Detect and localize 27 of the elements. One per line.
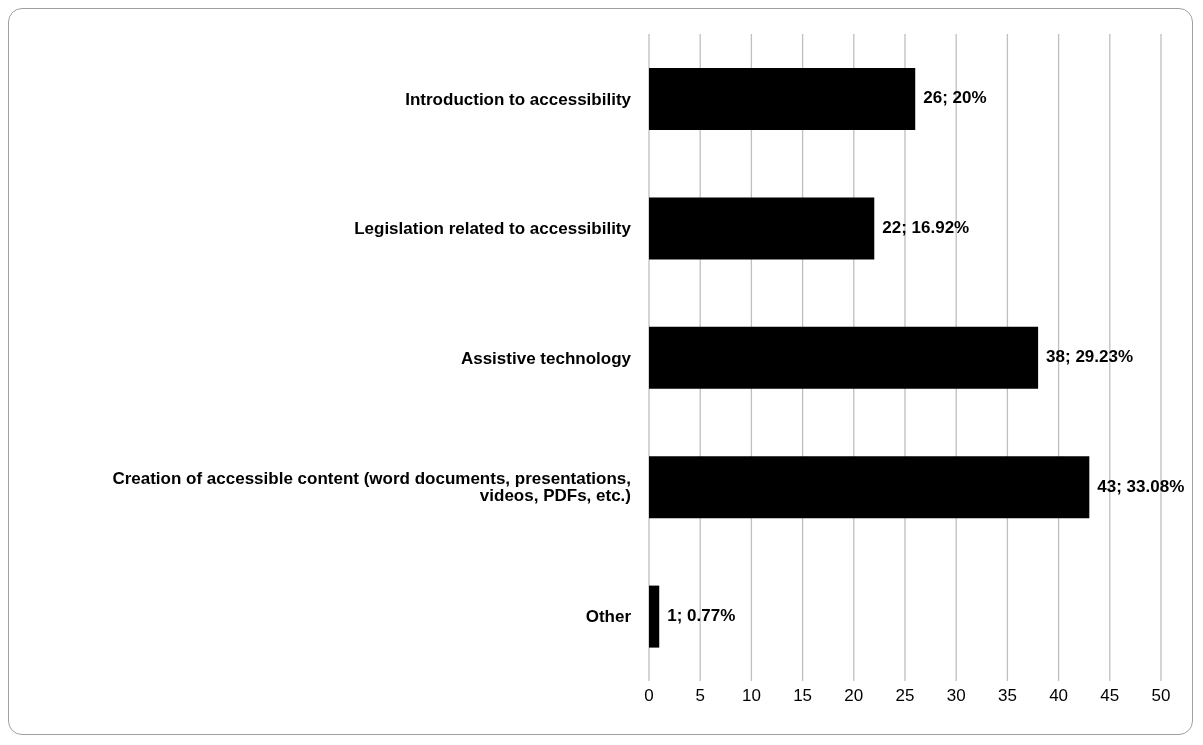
y-tick-label: Creation of accessible content (word documents, presentations, videos, PDFs, etc.): [112, 469, 631, 506]
y-tick-label: Other: [585, 607, 632, 627]
x-tick-label: 45: [1100, 686, 1120, 706]
x-tick-label: 20: [844, 686, 864, 706]
x-tick-label: 35: [997, 686, 1017, 706]
bar: [649, 197, 875, 260]
x-tick-label: 25: [895, 686, 915, 706]
bar: [649, 456, 1090, 519]
x-tick-label: 0: [644, 686, 654, 706]
y-tick-label: Introduction to accessibility: [405, 89, 632, 109]
data-label: 22; 16.92%: [882, 217, 970, 237]
data-label: 1; 0.77%: [667, 606, 736, 626]
x-tick-label: 5: [695, 686, 705, 706]
bar: [649, 68, 916, 130]
x-tick-label: 40: [1049, 686, 1069, 706]
y-tick-label: Assistive technology: [460, 348, 632, 368]
bar: [649, 585, 660, 648]
chart-frame: 0 5 10 15 20 25 30 35 40 45 50 Introduction to accessibility Legislation related to accessibility Assistive technology Creation of accessible content (word documents, presentations, videos, PDFs, etc.) Other 26; 20% 22; 16.92% 38; 29.23% 43; 33.08% 1; 0.77%: [8, 8, 1193, 735]
x-tick-label: 30: [946, 686, 966, 706]
data-label: 43; 33.08%: [1097, 476, 1185, 496]
bar: [649, 326, 1039, 389]
data-label: 26; 20%: [923, 88, 987, 108]
x-tick-label: 50: [1151, 686, 1171, 706]
x-tick-label: 15: [793, 686, 813, 706]
data-label: 38; 29.23%: [1046, 347, 1134, 367]
y-tick-label: Legislation related to accessibility: [354, 219, 632, 239]
x-tick-label: 10: [741, 686, 761, 706]
